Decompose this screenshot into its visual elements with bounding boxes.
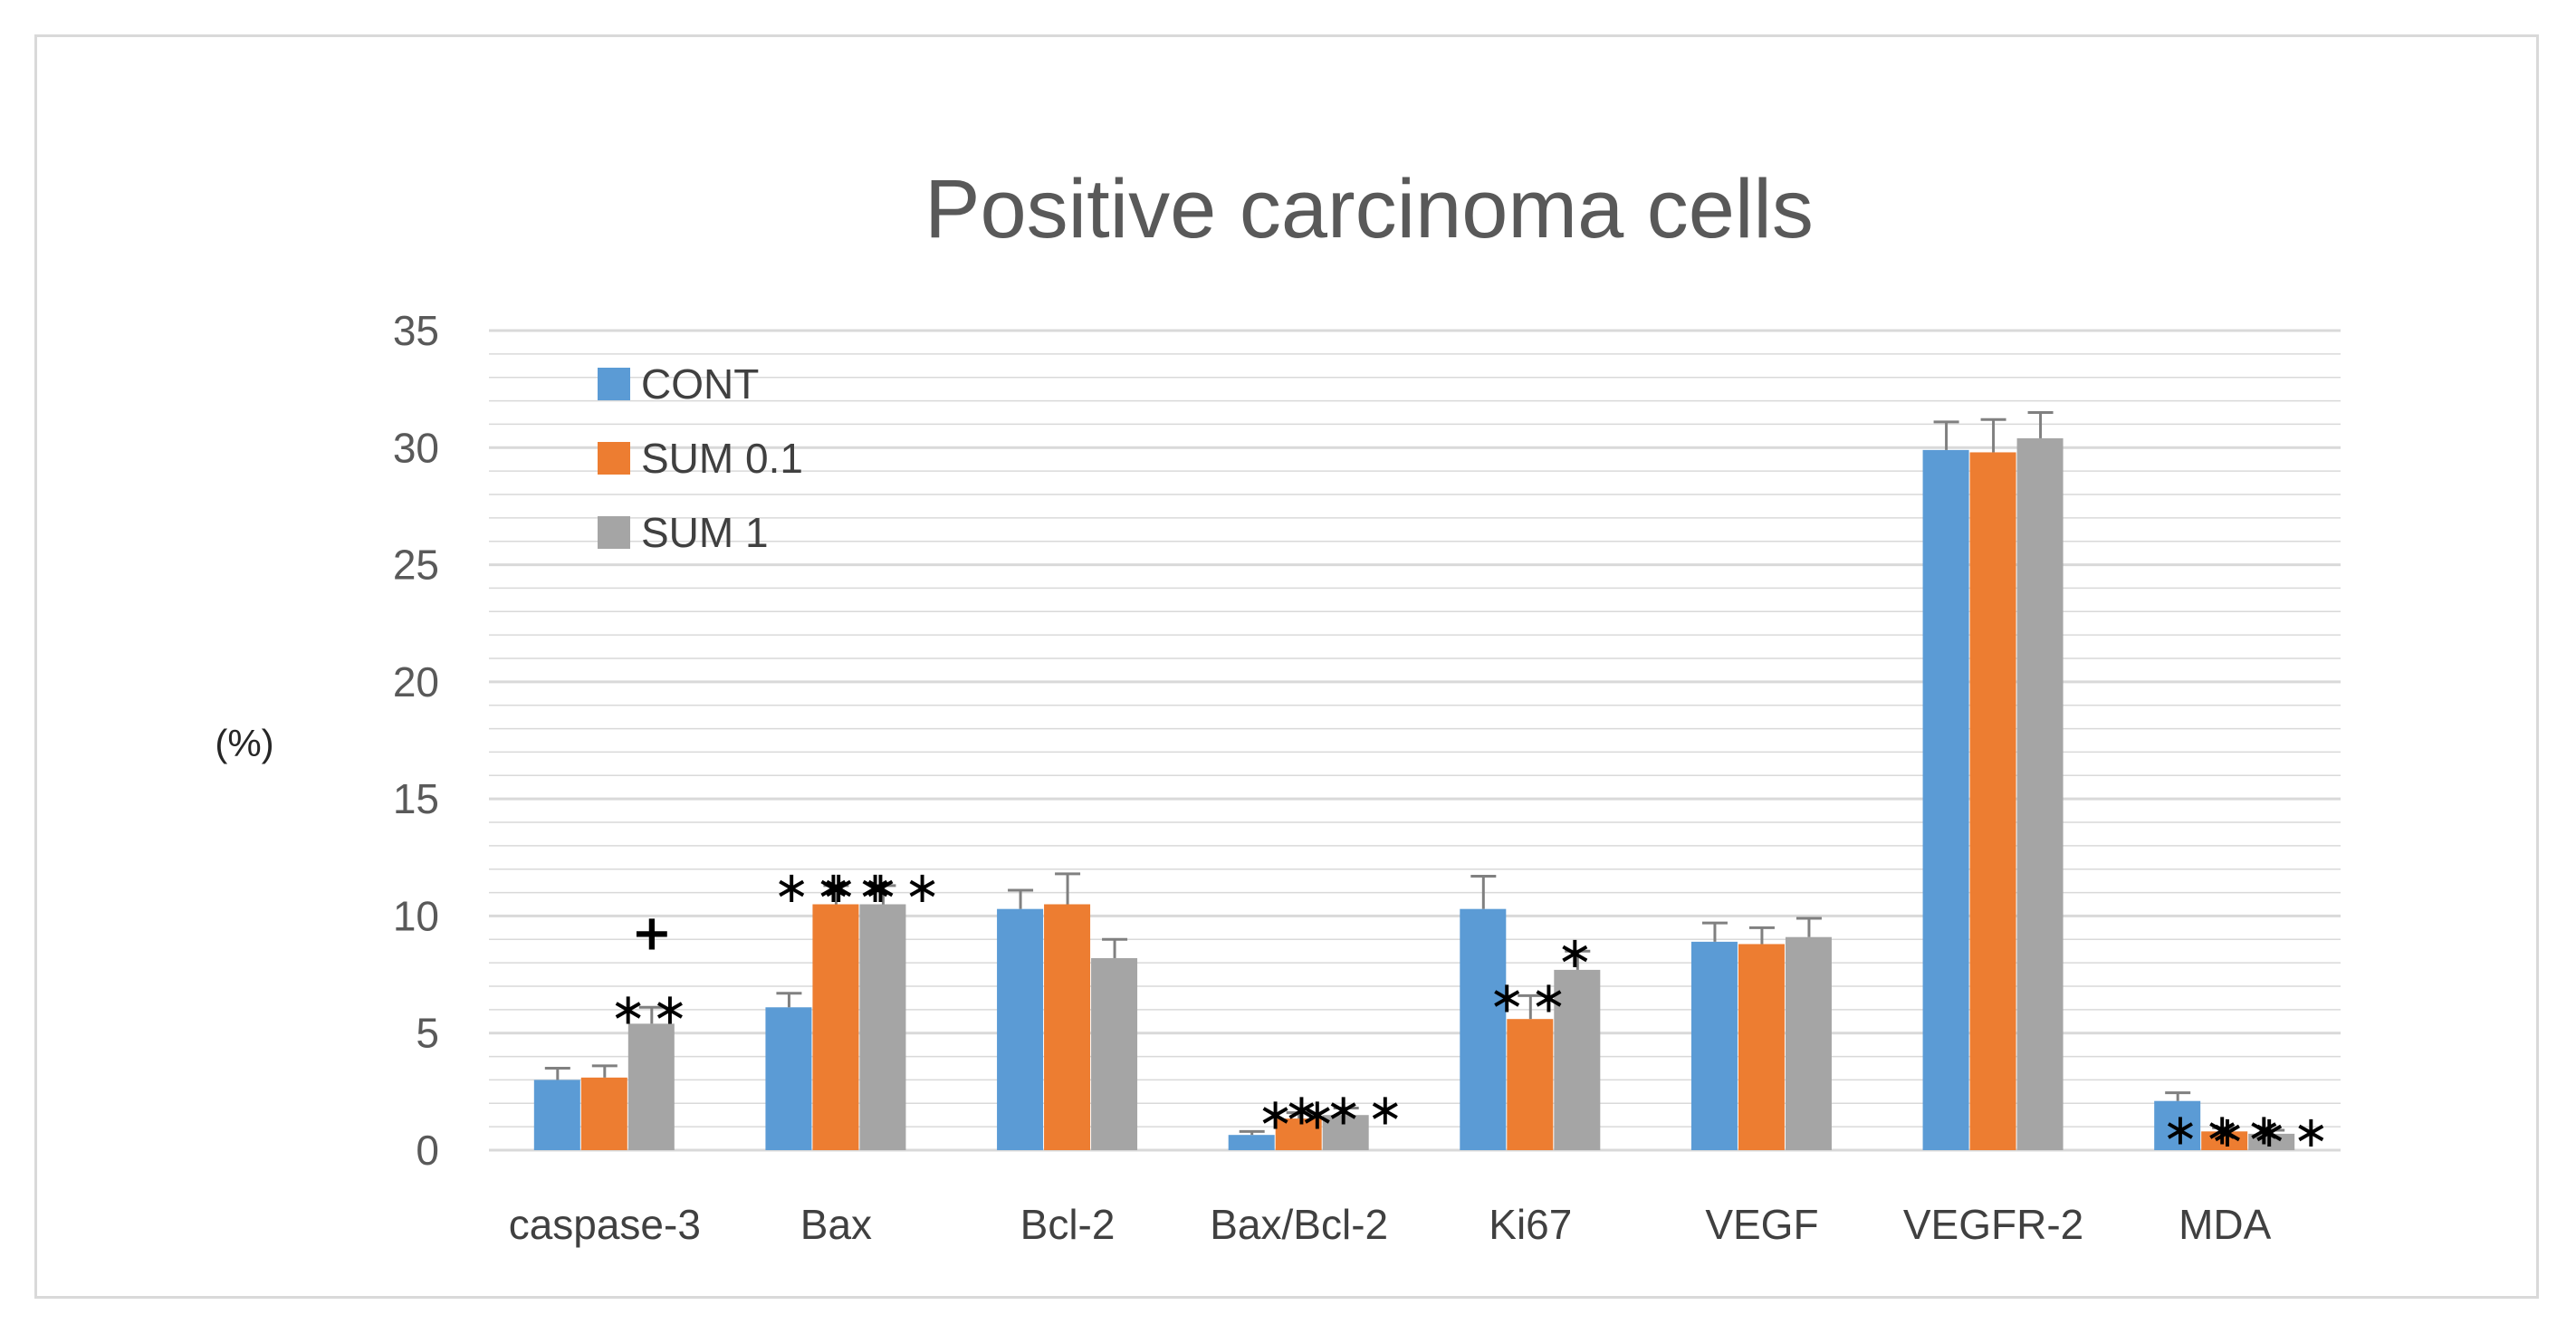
bar xyxy=(1044,904,1091,1150)
bar xyxy=(1554,969,1601,1150)
bar xyxy=(2016,437,2064,1150)
bar xyxy=(533,1080,580,1150)
significance-stars: ∗∗∗ xyxy=(2209,1107,2335,1157)
bar xyxy=(812,904,859,1150)
y-tick-label: 30 xyxy=(393,424,439,471)
bar xyxy=(1785,936,1832,1150)
bar xyxy=(2248,1133,2295,1150)
y-axis-ticks: 0 5 10 15 20 25 30 35 xyxy=(393,307,439,1174)
bar xyxy=(1322,1115,1369,1150)
category-label: Bcl-2 xyxy=(1020,1201,1116,1248)
bar xyxy=(1738,944,1785,1150)
legend-label: SUM 0.1 xyxy=(641,435,803,482)
bar xyxy=(1460,908,1507,1150)
chart-title: Positive carcinoma cells xyxy=(924,163,1814,255)
significance-stars: ∗∗ xyxy=(1489,972,1572,1022)
significance-annotations: ∗∗+∗∗∗∗∗∗∗∗∗∗∗∗∗∗∗∗∗∗∗∗ xyxy=(610,862,2335,1157)
legend-swatch xyxy=(598,516,630,549)
bar xyxy=(997,908,1044,1150)
bar xyxy=(1969,452,2016,1150)
bar xyxy=(627,1023,675,1150)
y-tick-label: 0 xyxy=(416,1127,439,1174)
legend-swatch xyxy=(598,368,630,400)
bar xyxy=(765,1007,812,1150)
y-tick-label: 10 xyxy=(393,892,439,939)
legend-label: SUM 1 xyxy=(641,509,769,556)
category-label: MDA xyxy=(2179,1201,2272,1248)
significance-stars: ∗ xyxy=(1556,927,1598,978)
significance-stars: ∗∗∗ xyxy=(2162,1104,2288,1155)
category-label: VEGF xyxy=(1705,1201,1818,1248)
bar xyxy=(1228,1135,1275,1150)
significance-stars: ∗∗ xyxy=(610,984,694,1034)
significance-stars: ∗∗ xyxy=(1257,1089,1340,1140)
bar xyxy=(1091,957,1138,1150)
significance-plus: + xyxy=(631,904,672,961)
category-labels: caspase-3 Bax Bcl-2 Bax/Bcl-2 Ki67 VEGF VEGFR-… xyxy=(509,1201,2272,1248)
error-bars xyxy=(544,411,2285,1136)
bar xyxy=(1275,1118,1322,1150)
bar xyxy=(2154,1100,2201,1150)
y-tick-label: 5 xyxy=(416,1010,439,1057)
bar xyxy=(2201,1131,2248,1150)
bar xyxy=(859,904,906,1150)
y-tick-label: 15 xyxy=(393,775,439,822)
significance-stars: ∗∗∗ xyxy=(1283,1084,1409,1135)
legend: CONT SUM 0.1 SUM 1 xyxy=(598,360,803,556)
category-label: Bax/Bcl-2 xyxy=(1210,1201,1388,1248)
y-tick-label: 20 xyxy=(393,658,439,705)
bars xyxy=(533,437,2295,1150)
significance-stars: ∗∗∗ xyxy=(820,862,946,913)
bar xyxy=(1922,449,1969,1150)
category-label: VEGFR-2 xyxy=(1903,1201,2083,1248)
bar xyxy=(580,1077,627,1150)
legend-label: CONT xyxy=(641,360,759,408)
y-axis-label: (%) xyxy=(215,722,273,764)
legend-swatch xyxy=(598,442,630,475)
y-tick-label: 25 xyxy=(393,542,439,589)
significance-stars: ∗∗∗ xyxy=(773,862,899,913)
y-tick-label: 35 xyxy=(393,307,439,354)
category-label: caspase-3 xyxy=(509,1201,701,1248)
chart-frame xyxy=(34,34,2539,1299)
category-label: Ki67 xyxy=(1489,1201,1572,1248)
bar xyxy=(1507,1019,1554,1150)
bar xyxy=(1690,941,1738,1150)
category-label: Bax xyxy=(800,1201,872,1248)
